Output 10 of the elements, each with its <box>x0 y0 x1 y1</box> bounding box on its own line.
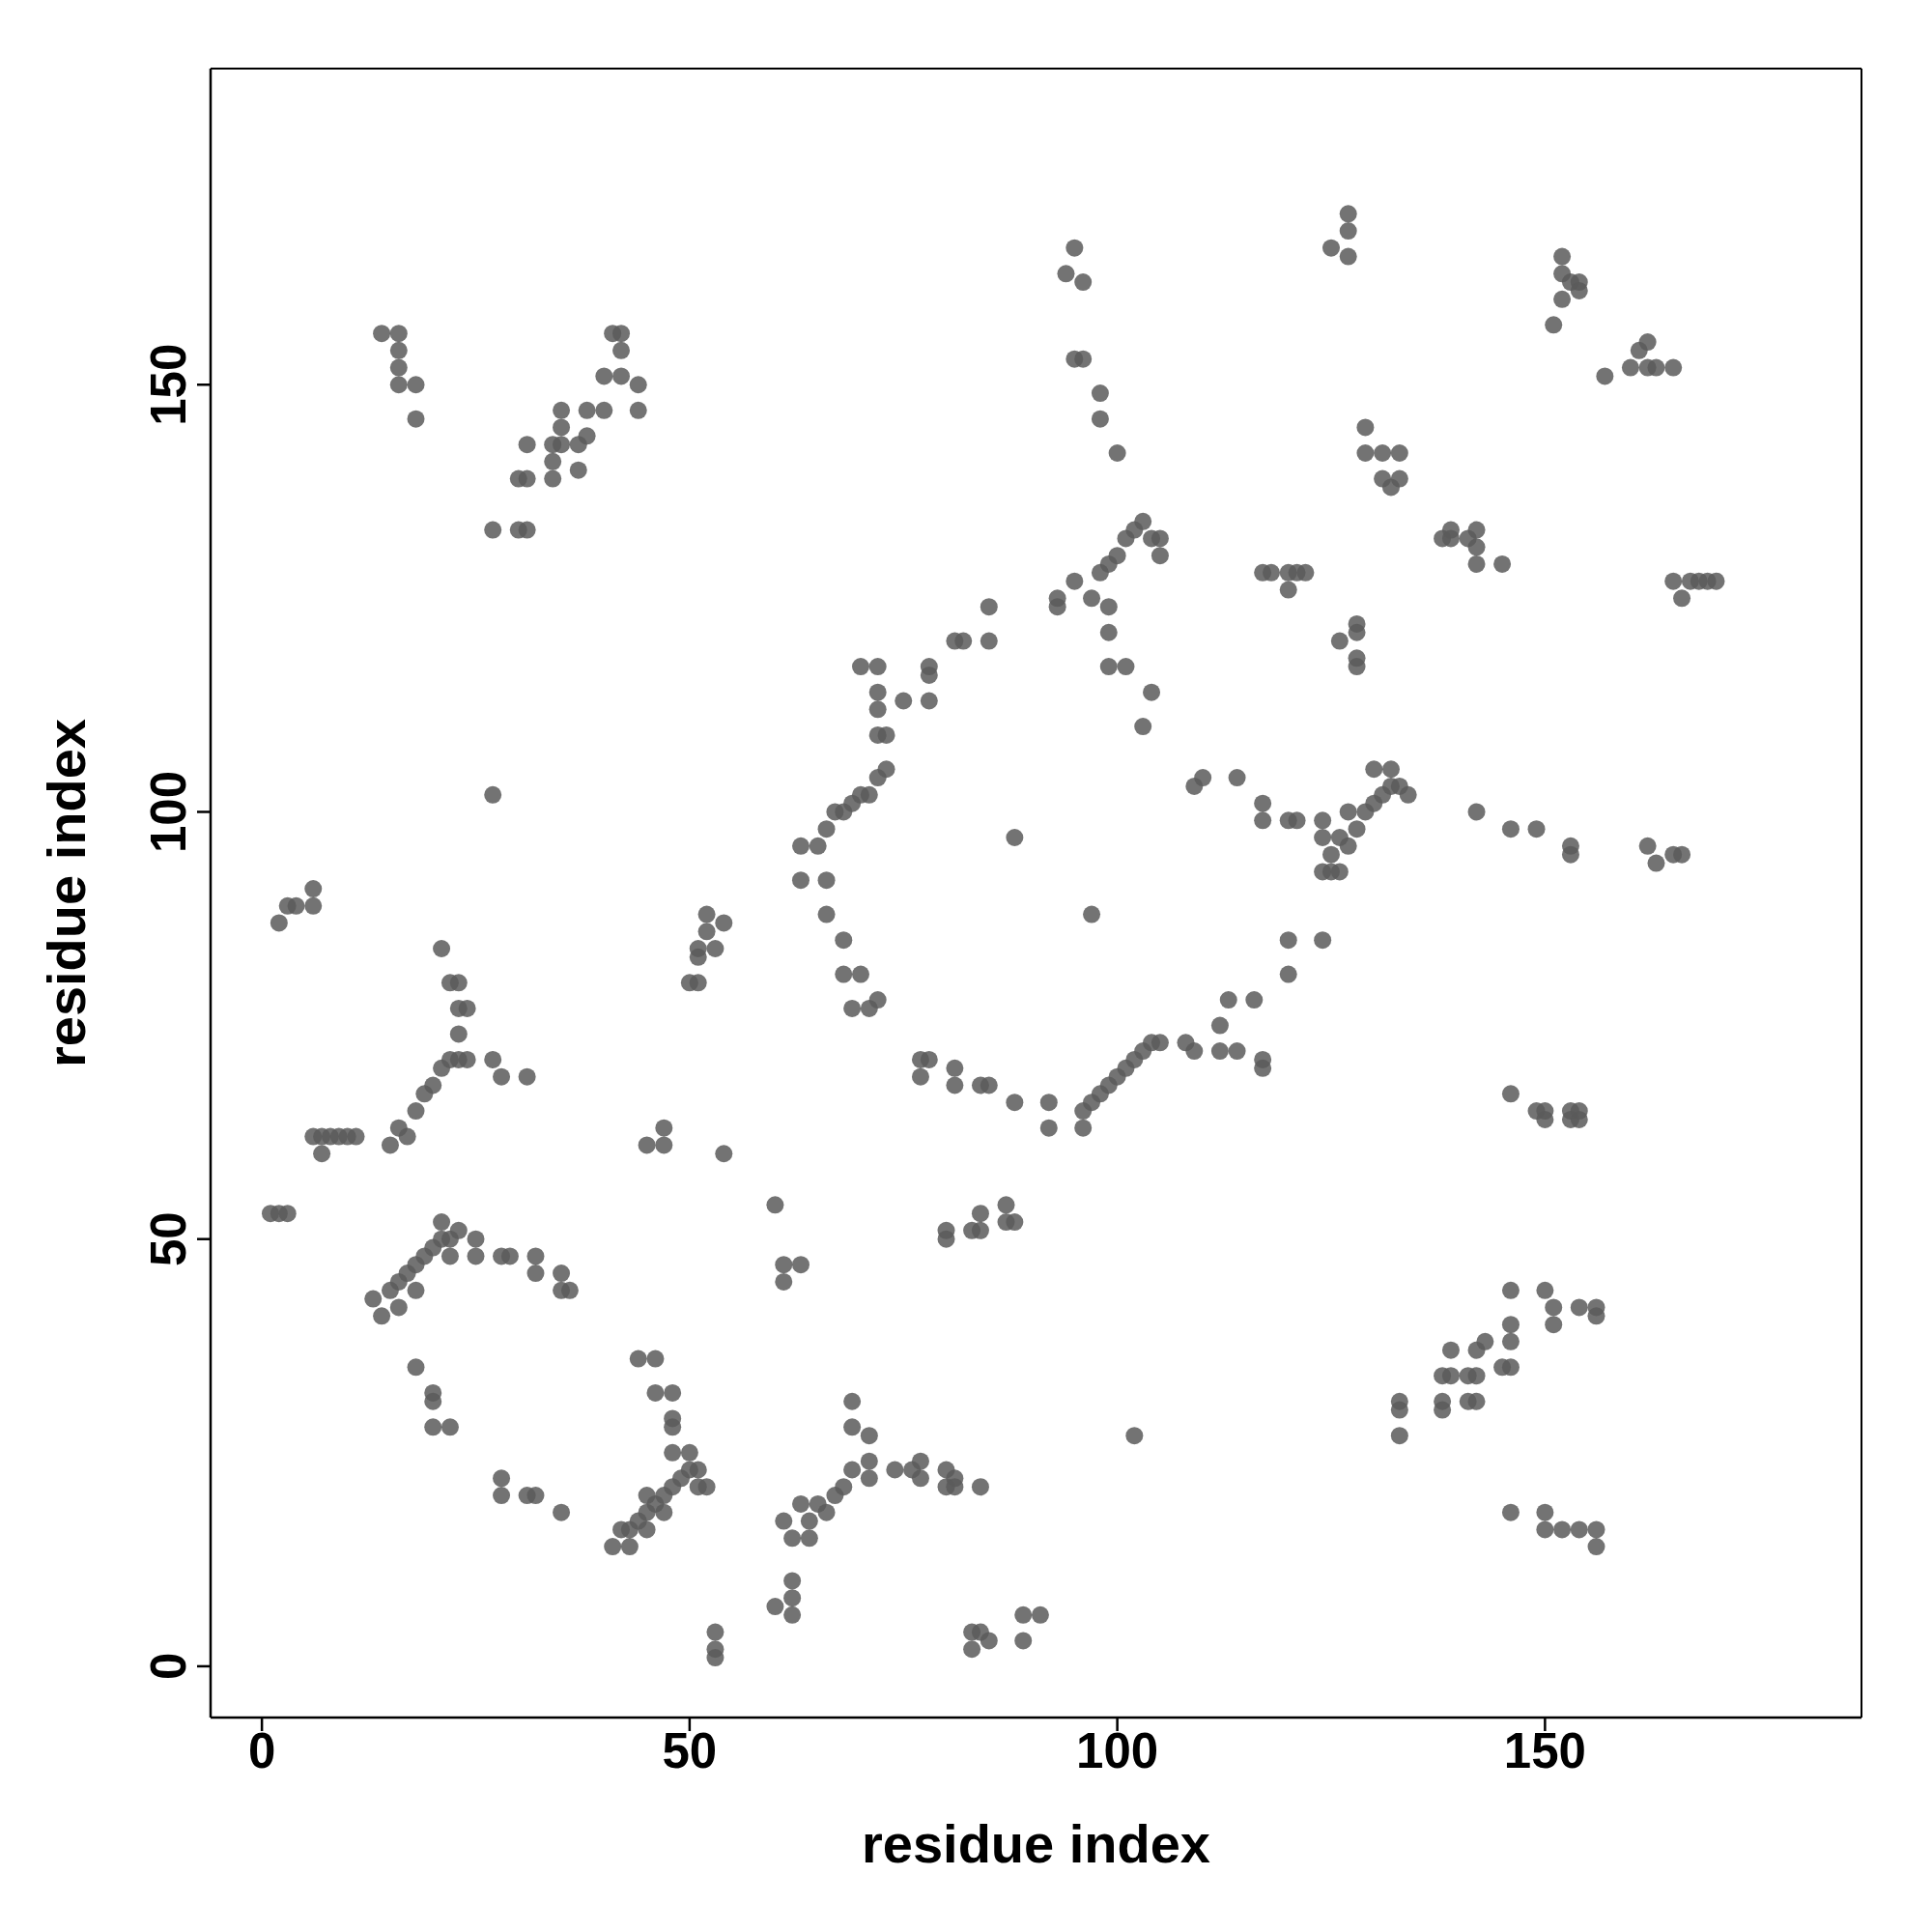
y-tick-label: 100 <box>141 770 196 854</box>
x-tick-label: 50 <box>662 1723 718 1779</box>
x-tick-label: 100 <box>1076 1723 1159 1779</box>
y-axis-title: residue index <box>35 718 97 1068</box>
y-tick-label: 50 <box>141 1211 196 1267</box>
y-tick-label: 0 <box>141 1652 196 1681</box>
x-tick-label: 0 <box>247 1723 276 1779</box>
x-axis-title: residue index <box>861 1813 1211 1874</box>
y-tick-label: 150 <box>141 343 196 426</box>
x-tick-label: 150 <box>1503 1723 1586 1779</box>
